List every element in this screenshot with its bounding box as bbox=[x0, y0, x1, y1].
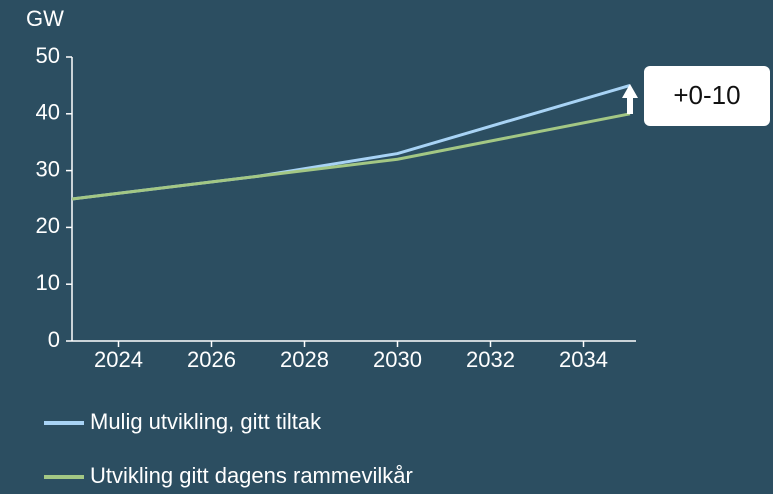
y-axis-label: GW bbox=[26, 6, 64, 31]
x-tick-label: 2034 bbox=[559, 347, 608, 372]
x-tick-label: 2028 bbox=[280, 347, 329, 372]
y-tick-label: 10 bbox=[36, 270, 60, 295]
x-tick-label: 2032 bbox=[466, 347, 515, 372]
y-tick-label: 40 bbox=[36, 100, 60, 125]
y-tick-label: 30 bbox=[36, 156, 60, 181]
annotation-box bbox=[644, 66, 770, 126]
annotation-arrow bbox=[622, 84, 638, 114]
series-line bbox=[71, 112, 631, 201]
x-tick-label: 2030 bbox=[373, 347, 422, 372]
x-tick-label: 2024 bbox=[94, 347, 143, 372]
y-tick-label: 50 bbox=[36, 43, 60, 68]
legend-label: Utvikling gitt dagens rammevilkår bbox=[90, 463, 413, 488]
y-tick-label: 20 bbox=[36, 213, 60, 238]
y-tick-label: 0 bbox=[48, 327, 60, 352]
annotation: +0-10 bbox=[673, 80, 740, 110]
x-tick-label: 2026 bbox=[187, 347, 236, 372]
legend-label: Mulig utvikling, gitt tiltak bbox=[90, 409, 322, 434]
